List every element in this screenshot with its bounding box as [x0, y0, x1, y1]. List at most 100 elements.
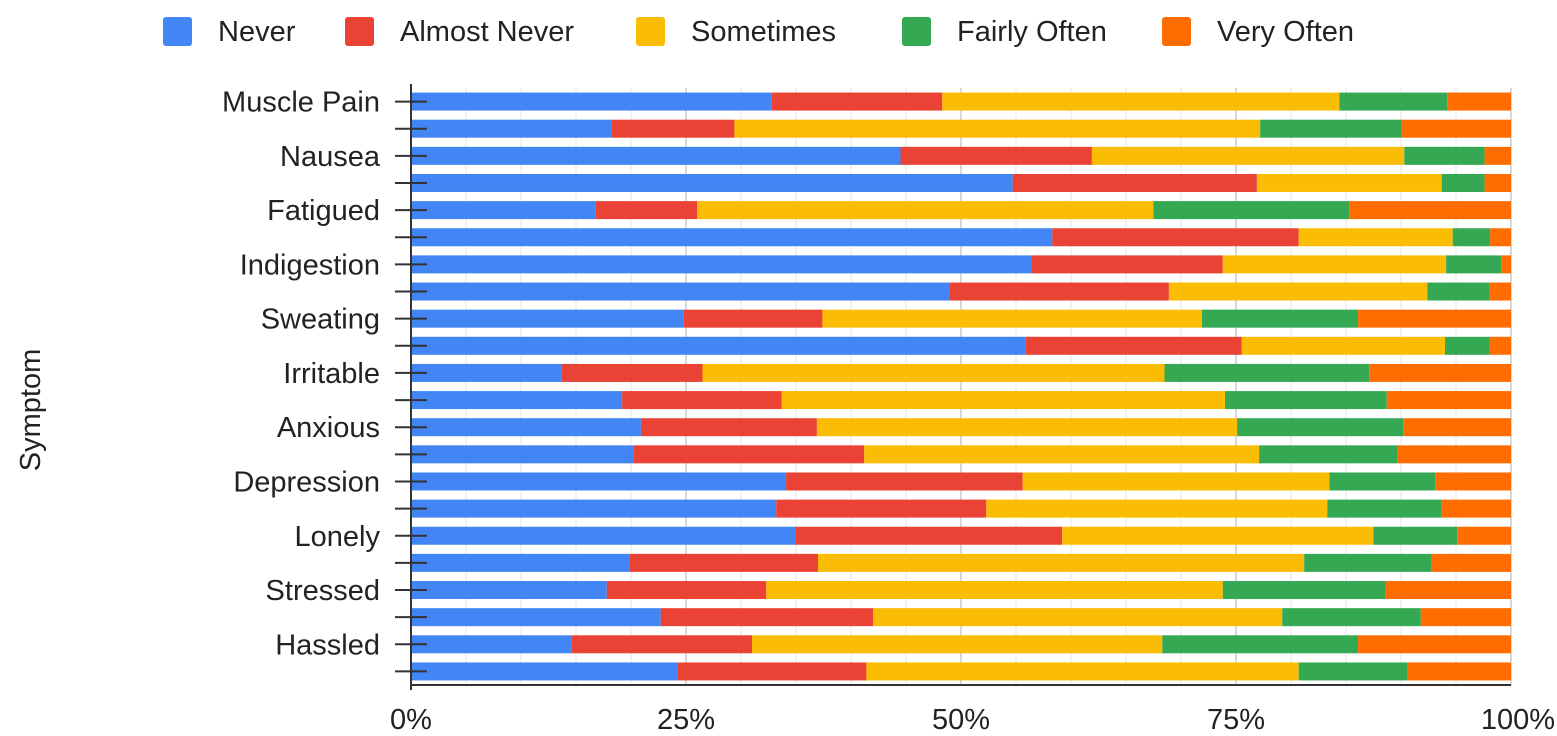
bar-segment-row5-never: [411, 228, 1053, 247]
bar-segment-row5-sometimes: [1298, 228, 1453, 247]
bar-segment-row0-almost-never: [771, 92, 943, 111]
bar-segment-row9-never: [411, 336, 1026, 355]
bar-segment-row7-sometimes: [1168, 282, 1428, 301]
bar-segment-row3-fairly-often: [1441, 173, 1485, 192]
legend: Never Almost Never Sometimes Fairly Often Ve…: [163, 16, 1354, 48]
bar-segment-row21-very-often: [1407, 662, 1511, 681]
legend-label-1: Almost Never: [400, 16, 574, 48]
bar-segment-row8-very-often: [1358, 309, 1511, 328]
legend-label-0: Never: [218, 16, 296, 48]
y-tick-label: Nausea: [280, 141, 381, 173]
bar-segment-row4-sometimes: [697, 201, 1154, 220]
bar-segment-row20-sometimes: [752, 635, 1163, 654]
bar-segment-row6-sometimes: [1222, 255, 1447, 274]
y-tick-label: Indigestion: [240, 249, 380, 281]
y-tick-label: Hassled: [275, 629, 380, 661]
bar-segment-row6-very-often: [1501, 255, 1511, 274]
bar-segment-row0-very-often: [1447, 92, 1511, 111]
bar-segment-row13-almost-never: [633, 445, 865, 464]
legend-swatch-3: [902, 17, 931, 46]
y-tick-label: Depression: [233, 466, 380, 498]
bar-segment-row12-fairly-often: [1237, 418, 1404, 437]
legend-label-3: Fairly Often: [957, 16, 1107, 48]
bar-segment-row8-never: [411, 309, 684, 328]
x-tick-label: 50%: [932, 704, 990, 736]
bar-segment-row7-never: [411, 282, 950, 301]
x-axis-labels: 0% 25% 50% 75% 100%: [390, 704, 1555, 736]
bar-segment-row9-fairly-often: [1445, 336, 1489, 355]
bar-segment-row0-sometimes: [942, 92, 1340, 111]
bar-segment-row2-fairly-often: [1404, 146, 1485, 165]
legend-label-4: Very Often: [1217, 16, 1354, 48]
legend-swatch-1: [345, 17, 374, 46]
bar-segment-row11-very-often: [1386, 391, 1511, 410]
bar-segment-row16-very-often: [1457, 526, 1511, 545]
x-tick-label: 25%: [657, 704, 715, 736]
bars: [411, 92, 1511, 681]
bar-segment-row21-fairly-often: [1298, 662, 1408, 681]
bar-segment-row8-fairly-often: [1201, 309, 1359, 328]
y-tick-label: Lonely: [295, 521, 381, 553]
y-tick-label: Sweating: [261, 304, 380, 336]
bar-segment-row18-almost-never: [606, 581, 767, 600]
bar-segment-row18-never: [411, 581, 607, 600]
bar-segment-row2-very-often: [1484, 146, 1511, 165]
bar-segment-row11-fairly-often: [1225, 391, 1387, 410]
bar-segment-row6-almost-never: [1031, 255, 1223, 274]
bar-segment-row10-very-often: [1369, 363, 1511, 382]
bar-segment-row10-never: [411, 363, 562, 382]
bar-segment-row4-almost-never: [595, 201, 697, 220]
bar-segment-row12-very-often: [1403, 418, 1511, 437]
x-tick-label: 100%: [1481, 704, 1555, 736]
bar-segment-row3-sometimes: [1256, 173, 1442, 192]
bar-segment-row16-sometimes: [1062, 526, 1374, 545]
bar-segment-row15-very-often: [1441, 499, 1511, 518]
bar-segment-row14-never: [411, 472, 787, 491]
bar-segment-row15-almost-never: [776, 499, 987, 518]
bar-segment-row19-fairly-often: [1282, 608, 1421, 627]
bar-segment-row14-fairly-often: [1329, 472, 1436, 491]
bar-segment-row13-never: [411, 445, 634, 464]
y-tick-label: Irritable: [283, 358, 380, 390]
bar-segment-row16-almost-never: [796, 526, 1063, 545]
bar-segment-row20-almost-never: [571, 635, 752, 654]
bar-segment-row2-almost-never: [900, 146, 1092, 165]
legend-label-2: Sometimes: [691, 16, 836, 48]
bar-segment-row12-never: [411, 418, 641, 437]
bar-segment-row13-fairly-often: [1259, 445, 1398, 464]
bar-segment-row13-sometimes: [864, 445, 1260, 464]
bar-segment-row10-almost-never: [561, 363, 703, 382]
bar-segment-row18-very-often: [1385, 581, 1511, 600]
bar-segment-row1-very-often: [1401, 119, 1511, 138]
bar-segment-row15-sometimes: [986, 499, 1328, 518]
bar-segment-row3-almost-never: [1012, 173, 1257, 192]
bar-segment-row15-fairly-often: [1327, 499, 1442, 518]
bar-segment-row19-never: [411, 608, 661, 627]
bar-segment-row19-very-often: [1420, 608, 1511, 627]
bar-segment-row3-never: [411, 173, 1013, 192]
bar-segment-row1-fairly-often: [1260, 119, 1401, 138]
bar-segment-row15-never: [411, 499, 777, 518]
bar-segment-row19-almost-never: [660, 608, 873, 627]
bar-segment-row4-very-often: [1349, 201, 1511, 220]
bar-segment-row9-almost-never: [1025, 336, 1242, 355]
y-tick-label: Fatigued: [267, 195, 380, 227]
bar-segment-row0-fairly-often: [1339, 92, 1448, 111]
bar-segment-row5-almost-never: [1052, 228, 1299, 247]
bar-segment-row11-almost-never: [622, 391, 782, 410]
bar-segment-row11-never: [411, 391, 623, 410]
bar-segment-row5-very-often: [1490, 228, 1511, 247]
y-tick-label: Stressed: [266, 575, 380, 607]
bar-segment-row4-fairly-often: [1153, 201, 1350, 220]
bar-segment-row5-fairly-often: [1452, 228, 1491, 247]
y-axis-title: Symptom: [15, 349, 47, 471]
bar-segment-row1-never: [411, 119, 612, 138]
bar-segment-row18-fairly-often: [1222, 581, 1386, 600]
bar-segment-row21-almost-never: [677, 662, 867, 681]
bar-segment-row6-never: [411, 255, 1032, 274]
bar-segment-row8-sometimes: [822, 309, 1202, 328]
bar-segment-row21-never: [411, 662, 678, 681]
bar-segment-row17-almost-never: [629, 553, 818, 572]
bar-segment-row2-never: [411, 146, 901, 165]
